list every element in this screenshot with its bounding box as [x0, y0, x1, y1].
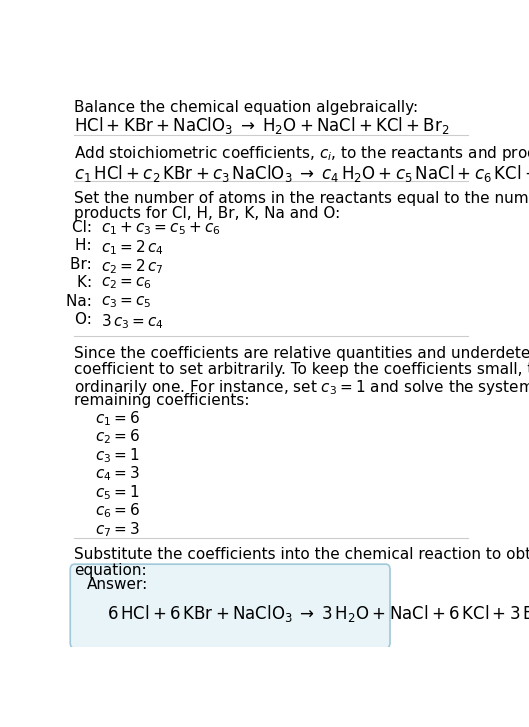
Text: Br:: Br: [70, 257, 97, 272]
Text: H:: H: [75, 238, 97, 254]
Text: Set the number of atoms in the reactants equal to the number of atoms in the: Set the number of atoms in the reactants… [74, 190, 529, 206]
Text: $c_5 = 1$: $c_5 = 1$ [95, 483, 140, 502]
Text: Balance the chemical equation algebraically:: Balance the chemical equation algebraica… [74, 100, 418, 115]
Text: Cl:: Cl: [72, 220, 97, 235]
Text: $6\,\mathrm{HCl} + 6\,\mathrm{KBr} + \mathrm{NaClO_3} \;\rightarrow\; 3\,\mathrm: $6\,\mathrm{HCl} + 6\,\mathrm{KBr} + \ma… [107, 603, 529, 624]
Text: $c_2 = 6$: $c_2 = 6$ [95, 427, 140, 446]
Text: $\mathrm{HCl} + \mathrm{KBr} + \mathrm{NaClO_3} \;\rightarrow\; \mathrm{H_2O} + : $\mathrm{HCl} + \mathrm{KBr} + \mathrm{N… [74, 116, 450, 136]
Text: Answer:: Answer: [87, 577, 148, 592]
Text: O:: O: [75, 313, 97, 327]
Text: products for Cl, H, Br, K, Na and O:: products for Cl, H, Br, K, Na and O: [74, 206, 341, 222]
Text: $c_2 = c_6$: $c_2 = c_6$ [101, 276, 152, 291]
Text: ordinarily one. For instance, set $c_3 = 1$ and solve the system of equations fo: ordinarily one. For instance, set $c_3 =… [74, 378, 529, 397]
Text: $c_2 = 2\,c_7$: $c_2 = 2\,c_7$ [101, 257, 164, 276]
Text: $c_1 + c_3 = c_5 + c_6$: $c_1 + c_3 = c_5 + c_6$ [101, 220, 221, 236]
Text: $c_3 = 1$: $c_3 = 1$ [95, 446, 140, 465]
Text: $c_4 = 3$: $c_4 = 3$ [95, 465, 140, 483]
Text: Substitute the coefficients into the chemical reaction to obtain the balanced: Substitute the coefficients into the che… [74, 547, 529, 563]
Text: equation:: equation: [74, 563, 147, 578]
Text: $3\,c_3 = c_4$: $3\,c_3 = c_4$ [101, 313, 164, 331]
Text: Since the coefficients are relative quantities and underdetermined, choose a: Since the coefficients are relative quan… [74, 347, 529, 361]
FancyBboxPatch shape [70, 564, 390, 648]
Text: $c_7 = 3$: $c_7 = 3$ [95, 520, 140, 539]
Text: Add stoichiometric coefficients, $c_i$, to the reactants and products:: Add stoichiometric coefficients, $c_i$, … [74, 145, 529, 164]
Text: $c_1\,\mathrm{HCl} + c_2\,\mathrm{KBr} + c_3\,\mathrm{NaClO_3} \;\rightarrow\; c: $c_1\,\mathrm{HCl} + c_2\,\mathrm{KBr} +… [74, 163, 529, 184]
Text: K:: K: [77, 276, 97, 290]
Text: remaining coefficients:: remaining coefficients: [74, 393, 250, 409]
Text: coefficient to set arbitrarily. To keep the coefficients small, the arbitrary va: coefficient to set arbitrarily. To keep … [74, 362, 529, 377]
Text: $c_1 = 6$: $c_1 = 6$ [95, 409, 140, 427]
Text: $c_3 = c_5$: $c_3 = c_5$ [101, 294, 151, 310]
Text: $c_1 = 2\,c_4$: $c_1 = 2\,c_4$ [101, 238, 164, 257]
Text: $c_6 = 6$: $c_6 = 6$ [95, 502, 140, 521]
Text: Na:: Na: [66, 294, 97, 309]
